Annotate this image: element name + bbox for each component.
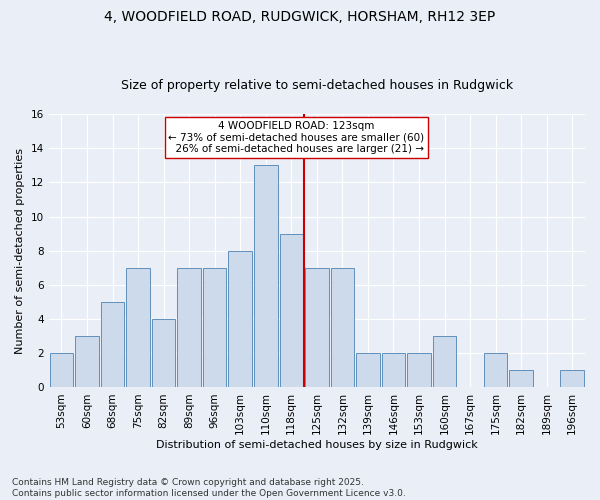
Bar <box>178 268 201 388</box>
Bar <box>356 354 380 388</box>
Bar <box>203 268 226 388</box>
Text: 4, WOODFIELD ROAD, RUDGWICK, HORSHAM, RH12 3EP: 4, WOODFIELD ROAD, RUDGWICK, HORSHAM, RH… <box>104 10 496 24</box>
Bar <box>509 370 533 388</box>
Bar <box>229 250 252 388</box>
Bar <box>280 234 303 388</box>
Text: Contains HM Land Registry data © Crown copyright and database right 2025.
Contai: Contains HM Land Registry data © Crown c… <box>12 478 406 498</box>
Bar <box>407 354 431 388</box>
X-axis label: Distribution of semi-detached houses by size in Rudgwick: Distribution of semi-detached houses by … <box>156 440 478 450</box>
Bar <box>484 354 508 388</box>
Bar <box>254 166 278 388</box>
Text: 4 WOODFIELD ROAD: 123sqm
← 73% of semi-detached houses are smaller (60)
  26% of: 4 WOODFIELD ROAD: 123sqm ← 73% of semi-d… <box>169 121 424 154</box>
Bar <box>152 319 175 388</box>
Bar <box>560 370 584 388</box>
Bar <box>127 268 150 388</box>
Bar <box>305 268 329 388</box>
Bar <box>101 302 124 388</box>
Bar <box>75 336 99 388</box>
Bar <box>50 354 73 388</box>
Bar <box>382 354 405 388</box>
Bar <box>331 268 354 388</box>
Title: Size of property relative to semi-detached houses in Rudgwick: Size of property relative to semi-detach… <box>121 79 513 92</box>
Bar <box>433 336 456 388</box>
Y-axis label: Number of semi-detached properties: Number of semi-detached properties <box>15 148 25 354</box>
